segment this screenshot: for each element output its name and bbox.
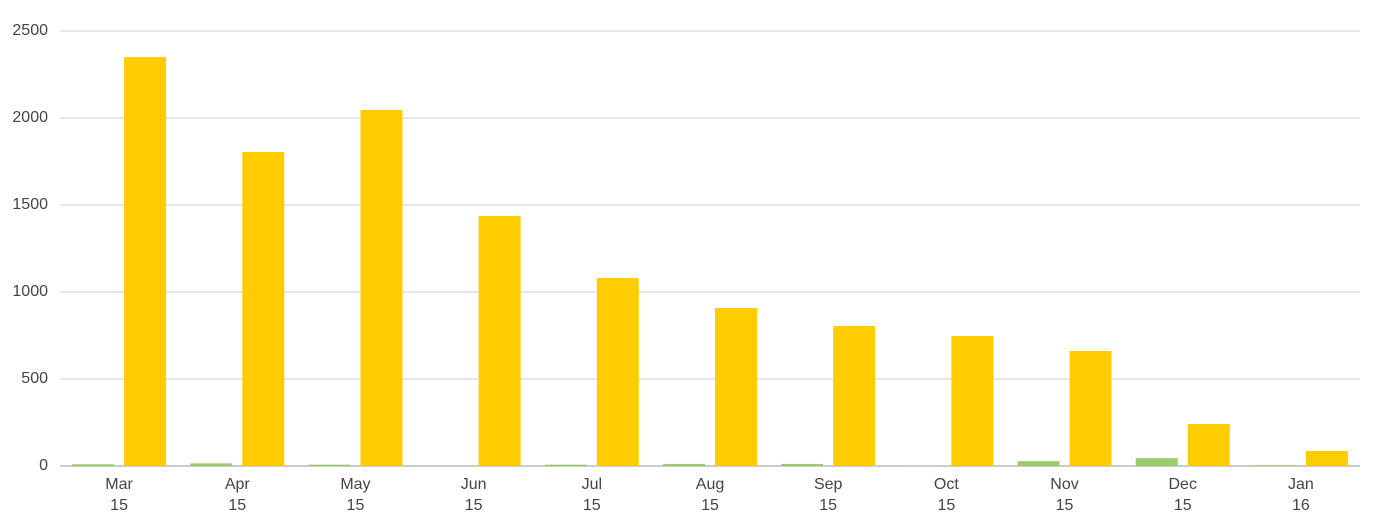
bar — [72, 464, 115, 466]
bar — [544, 464, 587, 466]
y-tick-label: 1500 — [12, 196, 48, 213]
bar — [1017, 461, 1060, 466]
bar — [833, 325, 876, 466]
bar — [951, 336, 994, 466]
x-tick-label: Aug 15 — [695, 476, 725, 514]
x-tick-label: Oct 15 — [933, 476, 959, 514]
y-tick-label: 2500 — [12, 22, 48, 39]
bar — [1135, 458, 1178, 466]
x-tick-label: May 15 — [340, 476, 371, 514]
x-tick-label: Nov 15 — [1050, 476, 1079, 514]
y-tick-label: 2000 — [12, 109, 48, 126]
y-tick-label: 500 — [21, 370, 48, 387]
bar — [308, 464, 351, 466]
bar — [663, 463, 705, 466]
bar — [1069, 350, 1112, 466]
bar — [1305, 451, 1348, 466]
bar — [1187, 424, 1230, 466]
y-tick-label: 0 — [39, 457, 48, 474]
x-tick-label: Sep 15 — [813, 476, 843, 514]
bar — [1253, 465, 1296, 466]
x-tick-label: Jan 16 — [1288, 476, 1314, 514]
x-tick-label: Jun 15 — [460, 476, 487, 514]
y-tick-label: 1000 — [12, 283, 48, 300]
bar — [124, 57, 167, 466]
bar — [360, 109, 403, 466]
bar — [190, 463, 233, 466]
bar — [715, 308, 757, 466]
x-tick-label: Dec 15 — [1168, 476, 1197, 514]
bar — [781, 463, 824, 466]
x-tick-label: Mar 15 — [105, 476, 133, 514]
x-tick-label: Apr 15 — [224, 476, 250, 514]
bar — [596, 278, 639, 466]
bar — [242, 151, 285, 466]
bar — [478, 215, 521, 466]
x-tick-label: Jul 15 — [581, 476, 603, 514]
